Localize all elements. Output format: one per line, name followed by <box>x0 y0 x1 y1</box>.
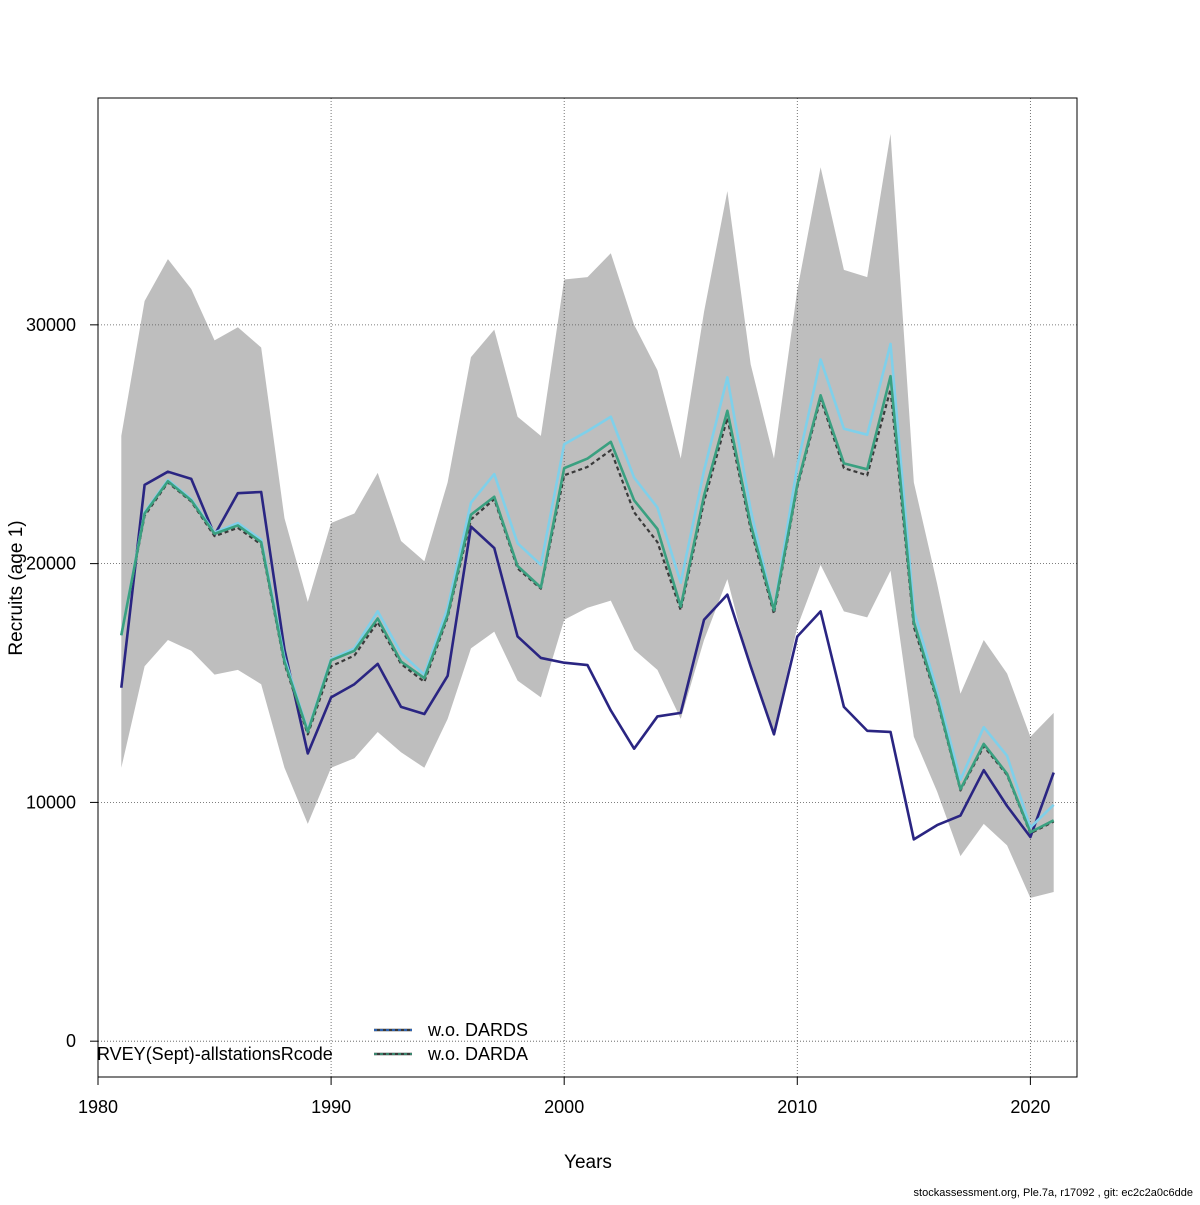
corner-label: RVEY(Sept)-allstationsRcode <box>97 1044 333 1064</box>
y-tick-label: 20000 <box>26 554 76 574</box>
x-axis: 1980 1990 2000 2010 2020 <box>78 1077 1050 1117</box>
y-tick-label: 30000 <box>26 315 76 335</box>
footer-credit: stockassessment.org, Ple.7a, r17092 , gi… <box>914 1187 1193 1199</box>
x-axis-title: Years <box>564 1152 612 1173</box>
x-tick-label: 2010 <box>777 1097 817 1117</box>
x-tick-label: 1990 <box>311 1097 351 1117</box>
y-axis-title: Recruits (age 1) <box>6 520 27 655</box>
x-tick-label: 1980 <box>78 1097 118 1117</box>
x-tick-label: 2020 <box>1010 1097 1050 1117</box>
series-line-3 <box>120 374 1055 834</box>
plot-frame <box>97 97 1078 1078</box>
series-line-0 <box>120 470 1055 841</box>
y-tick-label: 0 <box>66 1031 76 1051</box>
y-tick-label: 10000 <box>26 792 76 812</box>
confidence-band-layer <box>121 133 1054 898</box>
confidence-band <box>121 133 1054 898</box>
legend-label-dards: w.o. DARDS <box>427 1020 528 1040</box>
series-layer <box>120 342 1055 841</box>
legend-label-darda: w.o. DARDA <box>427 1044 528 1064</box>
legend: w.o. DARDS w.o. DARDA <box>374 1020 528 1064</box>
x-tick-label: 2000 <box>544 1097 584 1117</box>
y-axis: 0 10000 20000 30000 <box>26 315 98 1051</box>
